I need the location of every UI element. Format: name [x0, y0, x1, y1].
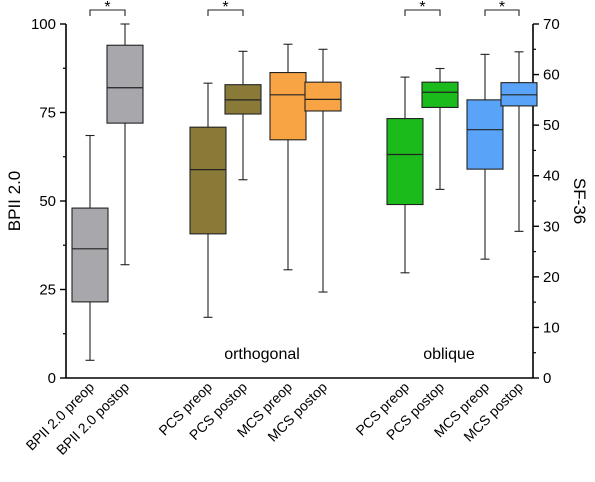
box-6 [304, 48, 342, 293]
left-y-tick-label: 50 [39, 193, 56, 210]
left-y-axis-title: BPII 2.0 [5, 171, 24, 231]
left-y-tick-label: 25 [39, 282, 56, 299]
left-y-tick-label: 100 [31, 16, 56, 33]
right-y-tick-label: 10 [543, 319, 560, 336]
significance-bracket: * [207, 0, 244, 16]
significance-asterisk: * [104, 0, 110, 16]
box-8 [421, 67, 459, 190]
significance-asterisk: * [419, 0, 425, 16]
iqr-box [71, 207, 109, 303]
box-1 [71, 134, 109, 361]
right-y-tick-label: 70 [543, 16, 560, 33]
bracket-line [404, 9, 441, 16]
iqr-box [304, 81, 342, 112]
iqr-box [386, 118, 424, 206]
significance-asterisk: * [222, 0, 228, 16]
right-y-tick-label: 30 [543, 218, 560, 235]
right-y-tick-label: 60 [543, 67, 560, 84]
iqr-box [269, 71, 307, 141]
box-9 [466, 53, 504, 260]
bracket-line [484, 9, 520, 16]
iqr-box [466, 99, 504, 170]
box-7 [386, 76, 424, 274]
significance-bracket: * [484, 0, 520, 16]
left-y-tick-label: 75 [39, 105, 56, 122]
iqr-box [421, 81, 459, 108]
box-3 [189, 82, 227, 318]
right-y-tick-label: 20 [543, 269, 560, 286]
left-y-tick-label: 0 [48, 370, 56, 387]
group-label: oblique [423, 346, 475, 363]
iqr-box [189, 126, 227, 235]
significance-bracket: * [89, 0, 126, 16]
box-4 [224, 50, 262, 181]
bracket-line [89, 9, 126, 16]
box-10 [500, 51, 538, 232]
right-y-tick-label: 0 [543, 370, 551, 387]
axes-layer: 0 25 50 75 100 0 10 20 30 40 50 60 70 BPII 2.0 SF-36 [5, 16, 589, 387]
iqr-box [106, 44, 144, 124]
significance-asterisk: * [499, 0, 505, 16]
right-y-tick-label: 40 [543, 168, 560, 185]
significance-bracket: * [404, 0, 441, 16]
boxes-layer [71, 23, 538, 361]
significance-layer: * * * * [89, 0, 520, 16]
box-2 [106, 23, 144, 266]
bracket-line [207, 9, 244, 16]
right-y-tick-label: 50 [543, 117, 560, 134]
right-y-axis-title: SF-36 [570, 178, 589, 224]
box-5 [269, 43, 307, 271]
group-label: orthogonal [224, 346, 300, 363]
